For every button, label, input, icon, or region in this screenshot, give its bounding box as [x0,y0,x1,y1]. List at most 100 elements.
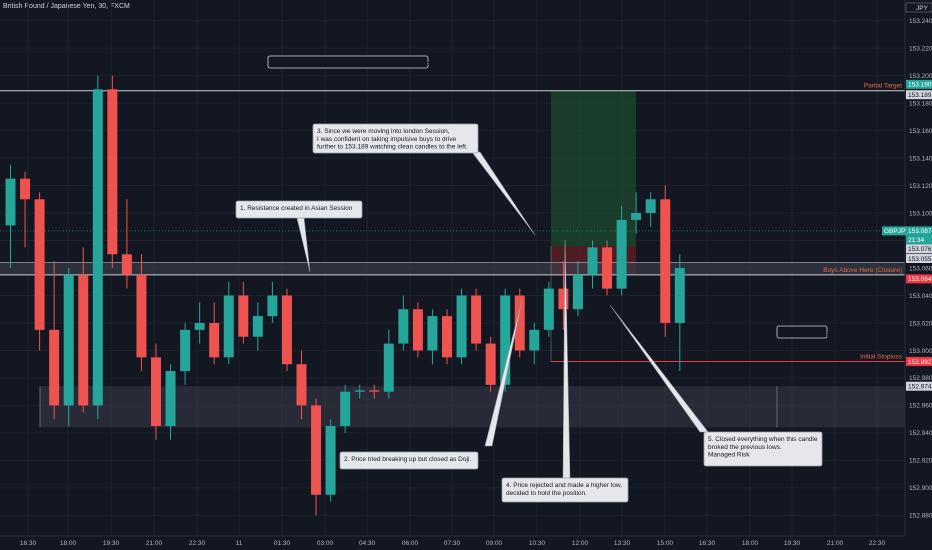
no-trades-range-zone [40,386,905,428]
candle-body [325,426,336,495]
x-tick-label: 22:30 [869,540,886,547]
note-2-box [339,451,479,470]
candle-body [412,309,423,351]
bias-note-box [267,55,429,69]
candle-body [587,247,598,275]
candle-body [5,178,16,226]
tag-closure-top: 153.055 [908,256,932,263]
candle-body [34,199,45,330]
y-tick-label: 153.060 [909,265,932,272]
candle-body [121,254,132,275]
tag-countdown-bg [906,235,932,245]
candle-body [354,390,365,392]
no-trades-label-box [776,325,828,339]
y-tick-label: 153.040 [909,293,932,300]
candle-body [514,295,525,351]
time-axis: 16:30 18:00 19:30 21:00 22:30 11 01:30 03:00 04:… [0,535,905,547]
y-tick-label: 153.120 [909,183,932,190]
note-2-text: 2. Price tried breaking up but closed as… [344,456,471,463]
x-tick-label: 21:00 [146,540,163,547]
tag-zone-top: 152.974 [908,383,932,390]
note-1-box [235,200,363,219]
resistance-zone [0,262,905,275]
candle-body [340,391,351,427]
bias-note-text: Weekly, Daily, 4hr (Bullish) = Buys make… [272,60,445,67]
y-tick-label: 152.900 [909,485,932,492]
x-tick-label: 15:00 [657,540,674,547]
x-tick-label: 07:30 [444,540,461,547]
note-3: 3. Since we were moving into london Sess… [312,123,479,154]
y-tick-label: 153.200 [909,73,932,80]
tag-closure-bottom: 153.064 [908,276,932,283]
tag-zone-top-bg [906,381,932,391]
candle-body [20,178,31,200]
note4-pointer [562,239,571,479]
y-tick-label: 152.960 [909,403,932,410]
candle-body [529,329,540,351]
candles [5,75,685,516]
candle-body [631,213,642,220]
candle-body [281,295,292,365]
candle-body [194,322,205,330]
no-trades-label: No Trades Range [776,325,832,339]
x-tick-label: 03:00 [317,540,334,547]
tag-stoploss-bg [906,356,932,366]
x-tick-label: 21:00 [827,540,844,547]
note5-pointer [609,304,709,433]
candle-body [456,295,467,358]
note-4-text: 4. Price rejected and made a higher low, [506,482,622,489]
candle-body [92,89,103,406]
candle-body [471,295,482,344]
candle-body [180,329,191,372]
y-tick-label: 153.140 [909,155,932,162]
stoploss-label: Initial Stoploss [860,353,903,360]
chart-title: British Pound / Japanese Yen, 30, FXCM [3,3,130,10]
no-trades-label-text: No Trades Range [781,330,832,337]
note-4-text: decided to hold the position. [506,490,587,497]
candle-body [311,405,322,495]
x-tick-label: 01:30 [274,540,291,547]
symbol-tag-bg [882,226,906,236]
candle-body [151,357,161,427]
y-tick-label: 153.220 [909,45,932,52]
tag-closure-top-bg [906,254,932,264]
note3-pointer [471,151,536,236]
y-tick-label: 152.920 [909,458,932,465]
candle-body [543,288,554,330]
y-tick-label: 153.000 [909,348,932,355]
candle-body [238,295,249,337]
note-1-text: 1. Resistance created in Asian Session [240,205,353,212]
tag-position-top-bg [906,79,932,89]
note-5-box [703,431,823,467]
x-tick-label: 19:30 [784,540,801,547]
x-tick-label: 16:30 [699,540,716,547]
candle-body [558,288,569,310]
note-3-text: 3. Since we were moving into london Sess… [317,128,450,135]
y-tick-label: 153.240 [909,18,932,25]
candle-body [500,295,511,385]
candle-body [136,274,147,358]
tag-entry: 153.076 [908,246,932,253]
y-tick-label: 152.940 [909,430,932,437]
candle-body [645,199,656,214]
note-5-text: 5. Closed everything when this candle [708,436,818,443]
horizontal-levels: Partial Target Buys Above Here (Closure) I… [0,83,905,362]
x-tick-label: 18:00 [60,540,77,547]
note-4: 4. Price rejected and made a higher low,… [501,477,629,503]
axis-currency: JPY [916,5,929,12]
candle-body [602,247,613,289]
x-tick-label: 06:00 [402,540,419,547]
candle-body [267,295,278,317]
candle-body [660,199,671,323]
candle-body [252,316,263,337]
tag-stoploss: 152.992 [908,359,932,366]
annotations: Weekly, Daily, 4hr (Bullish) = Buys make… [235,55,832,503]
candle-body [427,316,438,351]
note-5-text: broked the previous lows. [708,444,782,451]
note-2: 2. Price tried breaking up but closed as… [339,451,479,470]
candle-body [485,343,496,385]
y-tick-label: 153.180 [909,100,932,107]
x-tick-label: 19:30 [103,540,120,547]
